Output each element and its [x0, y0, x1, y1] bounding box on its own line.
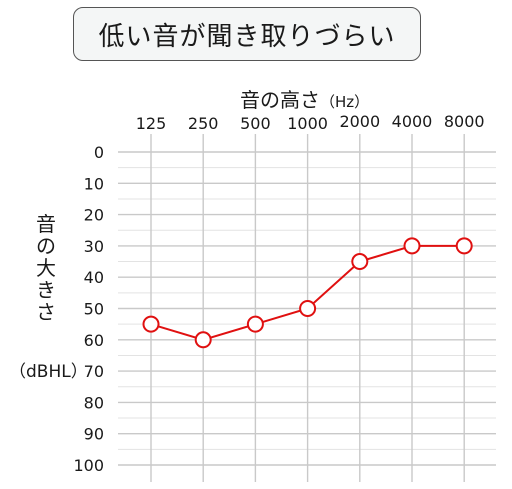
y-axis-label-char: の: [36, 234, 56, 258]
data-point-marker: [194, 331, 212, 349]
y-axis-unit: （dBHL）: [9, 362, 88, 382]
y-tick-label: 50: [84, 300, 104, 319]
title-box: 低い音が聞き取りづらい: [73, 7, 421, 61]
data-point-marker: [142, 315, 160, 333]
x-axis-label-main: 音の高さ: [240, 88, 320, 112]
x-axis-label: 音の高さ（Hz）: [240, 84, 369, 113]
data-point-marker: [299, 300, 317, 317]
y-axis-label-char: 大: [36, 256, 56, 280]
data-point-marker: [246, 315, 264, 333]
y-tick-label: 100: [73, 456, 104, 475]
y-tick-label: 90: [84, 425, 104, 444]
x-tick-label: 2000: [339, 112, 380, 131]
x-tick-label: 4000: [392, 112, 433, 131]
x-tick-label: 250: [188, 114, 219, 133]
data-point-marker: [351, 253, 369, 271]
x-tick-label: 125: [136, 114, 167, 133]
x-axis-label-unit: （Hz）: [320, 93, 370, 111]
y-tick-label: 30: [84, 237, 104, 256]
y-tick-label: 10: [84, 174, 104, 193]
x-tick-label: 500: [240, 114, 271, 133]
chart-title: 低い音が聞き取りづらい: [98, 21, 396, 52]
data-point-marker: [403, 237, 421, 255]
y-tick-label: 60: [84, 331, 104, 350]
y-axis-label-char: さ: [36, 300, 56, 324]
y-tick-label: 40: [84, 268, 104, 287]
y-axis-label: 音 の 大 き さ: [34, 213, 58, 323]
y-tick-label: 0: [94, 143, 104, 162]
x-tick-label: 1000: [287, 114, 328, 133]
y-axis-label-char: 音: [36, 212, 56, 236]
y-axis-label-char: き: [36, 278, 56, 302]
data-point-marker: [455, 237, 473, 255]
y-tick-label: 70: [84, 362, 104, 381]
y-tick-label: 80: [84, 393, 104, 412]
x-tick-label: 8000: [444, 112, 485, 131]
y-tick-label: 20: [84, 206, 104, 225]
